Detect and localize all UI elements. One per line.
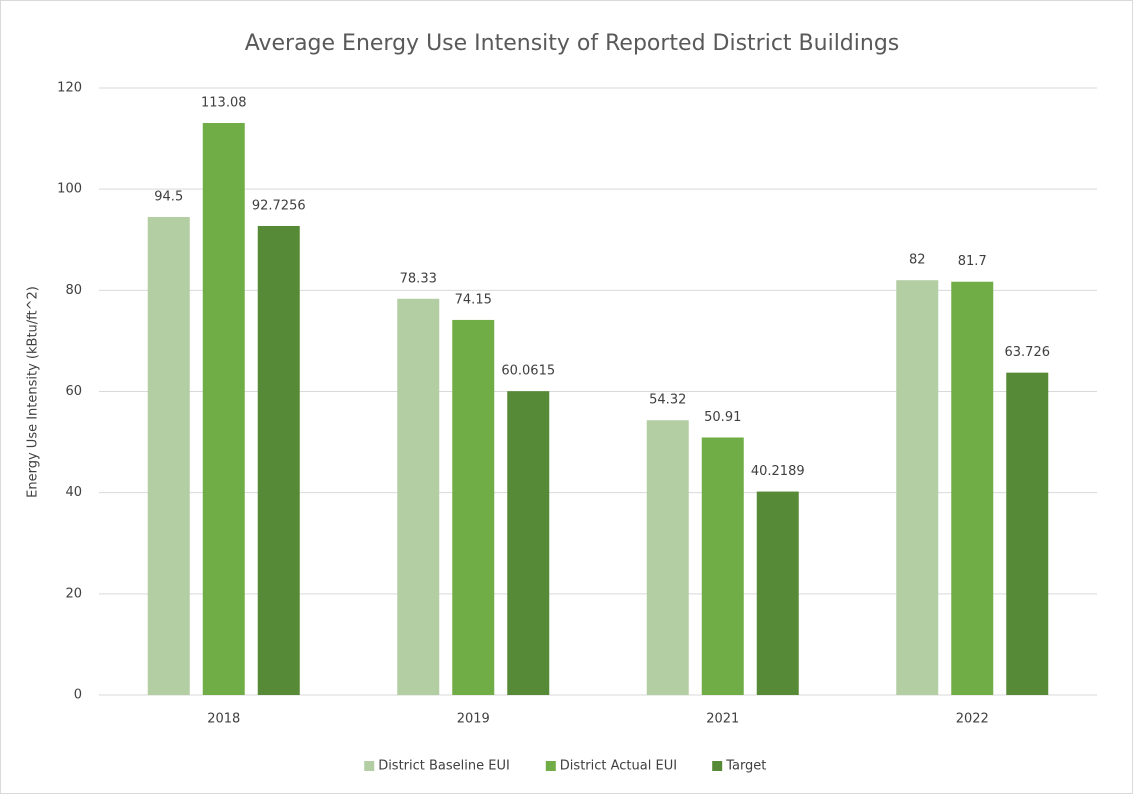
y-axis-label: Energy Use Intensity (kBtu/ft^2) (26, 286, 41, 498)
data-label: 60.0615 (501, 364, 555, 379)
data-label: 63.726 (1005, 345, 1051, 360)
data-label: 78.33 (400, 271, 437, 286)
bar (507, 391, 550, 695)
y-tick-label: 40 (65, 485, 82, 500)
bar (896, 280, 939, 695)
y-tick-label: 0 (74, 688, 82, 703)
bar (202, 123, 245, 696)
data-label: 40.2189 (751, 464, 805, 479)
y-tick-label: 80 (65, 283, 82, 298)
bar (951, 281, 994, 695)
data-label: 94.5 (154, 189, 183, 204)
bar (397, 298, 440, 695)
y-tick-label: 60 (65, 384, 82, 399)
bar (1006, 372, 1049, 695)
x-tick-label: 2021 (706, 712, 739, 727)
legend-swatch (545, 761, 556, 771)
data-label: 92.7256 (252, 198, 306, 213)
bar (257, 225, 300, 695)
y-tick-label: 20 (65, 586, 82, 601)
data-label: 82 (909, 253, 926, 268)
bar (701, 437, 744, 695)
data-label: 54.32 (649, 393, 686, 408)
legend-swatch (712, 761, 723, 771)
x-tick-label: 2022 (956, 712, 989, 727)
x-tick-label: 2019 (457, 712, 490, 727)
legend-label: District Actual EUI (560, 759, 677, 774)
legend-swatch (364, 761, 375, 771)
data-label: 113.08 (201, 96, 247, 111)
bar (452, 319, 495, 695)
legend-label: Target (725, 759, 766, 774)
bar (147, 216, 190, 696)
bar (756, 491, 799, 695)
chart-title: Average Energy Use Intensity of Reported… (245, 31, 900, 56)
y-tick-label: 100 (57, 182, 82, 197)
data-label: 50.91 (704, 410, 741, 425)
y-tick-label: 120 (57, 81, 82, 96)
data-label: 74.15 (455, 292, 492, 307)
data-label: 81.7 (958, 254, 987, 269)
x-tick-label: 2018 (207, 712, 240, 727)
bar (646, 420, 689, 695)
legend-label: District Baseline EUI (378, 759, 510, 774)
